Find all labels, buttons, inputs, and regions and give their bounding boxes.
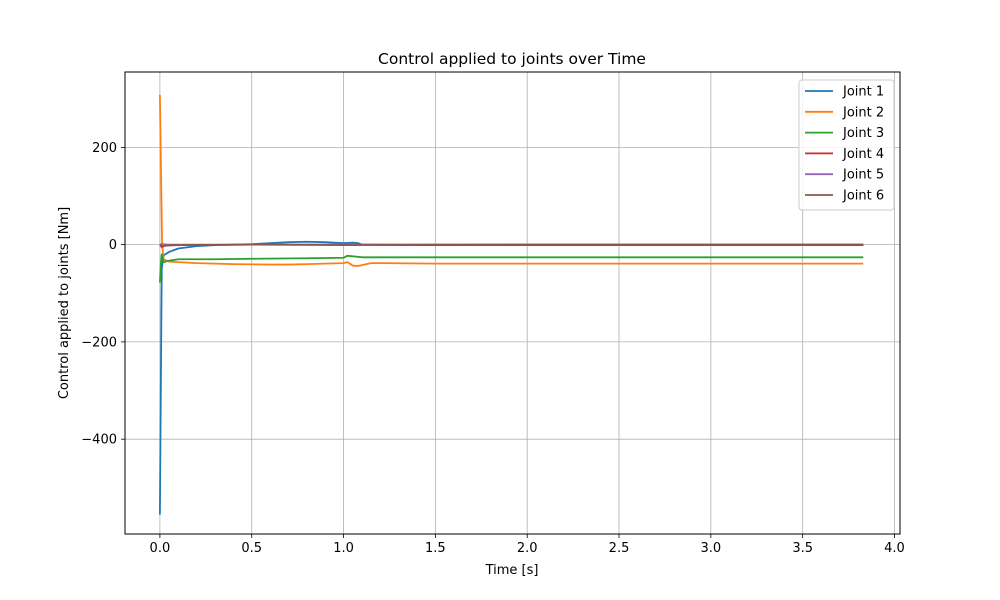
- y-tick-label: 200: [92, 141, 117, 156]
- x-tick-label: 2.5: [609, 541, 630, 556]
- series-layer: [158, 94, 864, 515]
- legend-label: Joint 4: [842, 147, 884, 162]
- legend-label: Joint 5: [842, 168, 884, 183]
- x-tick-label: 4.0: [884, 541, 905, 556]
- legend-label: Joint 1: [842, 85, 884, 100]
- y-axis: 200 0 −200 −400: [81, 141, 125, 448]
- x-tick-label: 3.5: [792, 541, 813, 556]
- x-tick-label: 3.0: [700, 541, 721, 556]
- legend-label: Joint 2: [842, 105, 884, 120]
- x-tick-label: 2.0: [517, 541, 538, 556]
- legend: Joint 1 Joint 2 Joint 3 Joint 4 Joint 5 Joint…: [798, 79, 895, 211]
- plot-frame: [124, 71, 901, 535]
- plot-area: [125, 72, 900, 534]
- x-tick-label: 0.0: [150, 541, 171, 556]
- x-tick-label: 1.5: [425, 541, 446, 556]
- x-tick-label: 1.0: [333, 541, 354, 556]
- x-axis: 0.0 0.5 1.0 1.5 2.0 2.5 3.0 3.5 4.0: [150, 534, 905, 556]
- y-axis-label: Control applied to joints [Nm]: [57, 207, 72, 399]
- y-tick-label: −400: [81, 433, 117, 448]
- y-tick-label: 0: [109, 238, 117, 253]
- series-line-joint-6: [159, 243, 864, 248]
- x-tick-label: 0.5: [241, 541, 262, 556]
- y-tick-label: −200: [81, 335, 117, 350]
- legend-label: Joint 6: [842, 189, 884, 204]
- x-axis-label: Time [s]: [485, 563, 539, 578]
- chart-title: Control applied to joints over Time: [378, 50, 646, 68]
- legend-label: Joint 3: [842, 126, 884, 141]
- series-line-joint-3: [158, 253, 864, 283]
